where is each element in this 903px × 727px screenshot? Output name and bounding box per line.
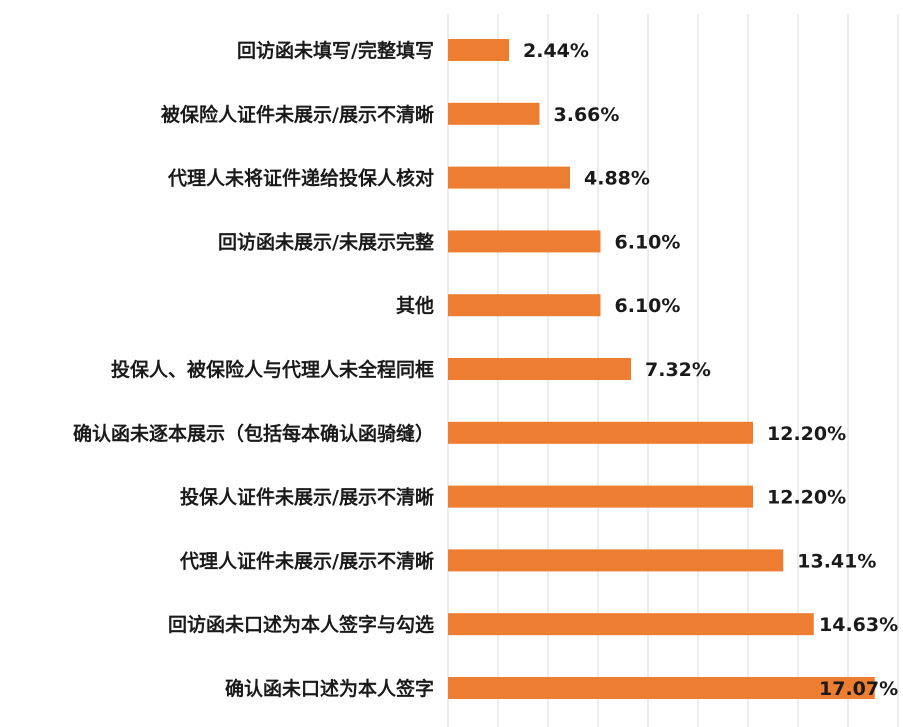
category-label: 回访函未口述为本人签字与勾选 bbox=[168, 613, 434, 636]
bar bbox=[448, 549, 784, 572]
value-label: 2.44% bbox=[523, 40, 589, 62]
category-labels: 回访函未填写/完整填写被保险人证件未展示/展示不清晰代理人未将证件递给投保人核对… bbox=[73, 39, 434, 700]
value-label: 14.63% bbox=[819, 614, 898, 636]
bar bbox=[448, 421, 753, 444]
category-label: 确认函未逐本展示（包括每本确认函骑缝） bbox=[73, 422, 434, 445]
bar bbox=[448, 358, 631, 380]
bar bbox=[448, 39, 509, 61]
value-label: 13.41% bbox=[797, 550, 876, 572]
gridlines bbox=[447, 14, 899, 727]
bar bbox=[448, 613, 814, 636]
category-label: 回访函未填写/完整填写 bbox=[237, 39, 434, 62]
bars bbox=[448, 39, 875, 699]
category-label: 确认函未口述为本人签字 bbox=[225, 677, 434, 700]
bar bbox=[448, 166, 570, 189]
category-label: 被保险人证件未展示/展示不清晰 bbox=[161, 103, 434, 126]
bar bbox=[448, 677, 875, 699]
bar bbox=[448, 485, 753, 508]
category-label: 代理人未将证件递给投保人核对 bbox=[167, 167, 434, 190]
category-label: 代理人证件未展示/展示不清晰 bbox=[179, 549, 434, 572]
value-label: 4.88% bbox=[584, 168, 650, 190]
category-label: 投保人、被保险人与代理人未全程同框 bbox=[111, 358, 434, 381]
value-label: 12.20% bbox=[767, 423, 846, 445]
value-label: 12.20% bbox=[767, 487, 846, 509]
value-label: 6.10% bbox=[615, 231, 681, 253]
category-label: 回访函未展示/未展示完整 bbox=[218, 230, 434, 253]
bar bbox=[448, 102, 540, 125]
value-label: 7.32% bbox=[645, 359, 711, 381]
value-label: 17.07% bbox=[819, 678, 898, 700]
value-labels: 2.44% 3.66% 4.88% 6.10% 6.10% 7.32% 12.20% 12.2… bbox=[523, 40, 898, 700]
bar bbox=[448, 294, 601, 317]
bar bbox=[448, 230, 601, 253]
category-label: 投保人证件未展示/展示不清晰 bbox=[180, 486, 434, 509]
value-label: 3.66% bbox=[554, 104, 620, 126]
value-label: 6.10% bbox=[615, 295, 681, 317]
category-label: 其他 bbox=[396, 294, 434, 317]
